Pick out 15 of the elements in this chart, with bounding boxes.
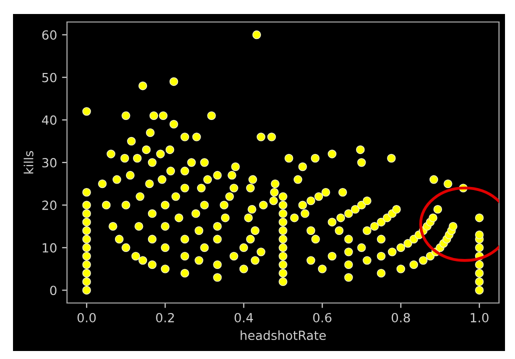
x-tick-label: 0.0 [78, 312, 96, 322]
x-tick-label: 1.0 [470, 312, 488, 322]
y-axis-title: kills [24, 151, 34, 174]
y-tick-label: 40 [42, 115, 56, 125]
x-tick-label: 0.2 [156, 312, 174, 322]
y-tick-label: 10 [42, 243, 56, 253]
y-tick-label: 0 [50, 286, 56, 296]
y-tick-label: 50 [42, 72, 56, 82]
x-tick-label: 0.6 [313, 312, 332, 322]
x-tick-label: 0.4 [234, 312, 253, 322]
x-axis-title: headshotRate [240, 330, 326, 340]
y-tick-label: 20 [42, 200, 56, 210]
y-tick-label: 30 [42, 158, 56, 168]
y-tick-label: 60 [42, 30, 56, 40]
x-tick-label: 0.8 [392, 312, 410, 322]
